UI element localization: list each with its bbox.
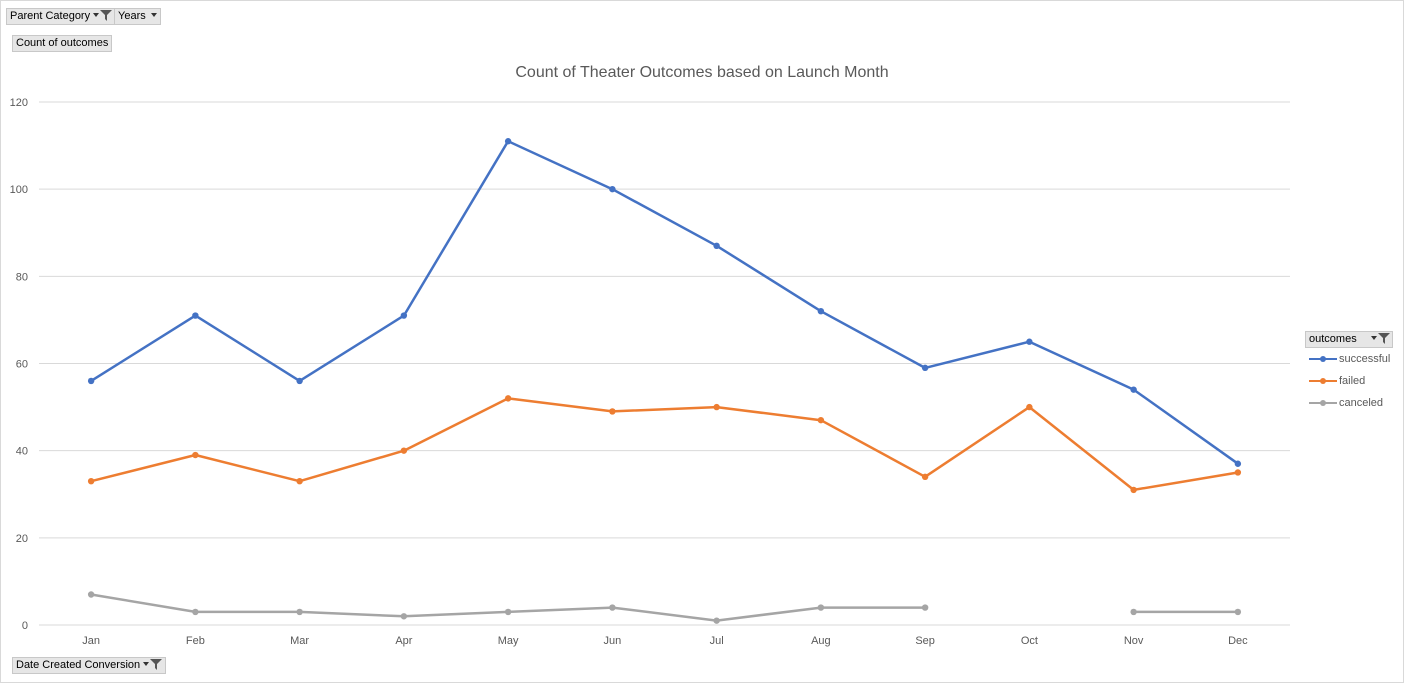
data-point-successful: [87, 377, 95, 385]
data-point-successful: [609, 185, 616, 193]
y-tick-label: 80: [16, 271, 28, 283]
data-point-canceled: [1234, 608, 1242, 616]
data-point-failed: [713, 403, 720, 411]
y-tick-label: 120: [10, 97, 28, 109]
data-point-successful: [921, 364, 929, 372]
data-point-canceled: [296, 608, 303, 616]
x-tick-label: May: [498, 635, 519, 647]
x-tick-label: Sep: [915, 635, 935, 647]
dropdown-arrow-icon: [1371, 336, 1377, 341]
x-tick-label: Jul: [710, 635, 724, 647]
data-point-failed: [1026, 403, 1033, 411]
legend-label-successful: successful: [1339, 353, 1391, 365]
parent-category-label: Parent Category: [10, 10, 91, 22]
data-point-failed: [192, 451, 199, 459]
y-tick-label: 100: [10, 184, 28, 196]
series-line-failed: [89, 397, 1240, 492]
x-tick-label: Dec: [1228, 635, 1248, 647]
y-tick-label: 20: [16, 533, 28, 545]
data-point-canceled: [400, 613, 408, 620]
data-point-canceled: [921, 604, 929, 611]
series-canceled: [87, 591, 1242, 624]
filter-funnel-icon: [150, 658, 163, 670]
data-point-failed: [1234, 469, 1242, 476]
y-tick-label: 40: [16, 446, 28, 458]
data-point-successful: [1234, 460, 1242, 467]
data-point-canceled: [609, 604, 616, 611]
data-point-successful: [296, 377, 303, 385]
data-point-failed: [921, 473, 929, 481]
legend-label-failed: failed: [1339, 375, 1366, 387]
filter-funnel-icon: [100, 9, 113, 21]
data-point-successful: [817, 308, 825, 315]
data-point-canceled: [87, 591, 95, 598]
date-created-conversion-field-button[interactable]: Date Created Conversion: [12, 657, 167, 674]
count-of-outcomes-field-button[interactable]: Count of outcomes: [12, 35, 113, 52]
x-tick-label: Jan: [82, 635, 100, 647]
legend-field-label: outcomes: [1309, 333, 1357, 345]
legend-swatch-failed: [1309, 378, 1337, 384]
series-line-canceled: [89, 593, 927, 622]
data-point-canceled: [817, 604, 825, 611]
x-tick-label: Aug: [811, 635, 831, 647]
data-point-canceled: [504, 608, 512, 616]
years-label: Years: [118, 10, 146, 22]
x-tick-label: Apr: [395, 635, 412, 647]
data-point-failed: [87, 477, 95, 485]
data-point-canceled: [192, 608, 199, 616]
y-tick-label: 0: [22, 620, 28, 632]
legend-label-canceled: canceled: [1339, 397, 1384, 409]
data-point-failed: [296, 477, 303, 485]
series-line-successful: [89, 139, 1240, 465]
outcomes-legend-field-button[interactable]: outcomes: [1305, 331, 1393, 348]
series-successful: [87, 138, 1242, 467]
legend-item-successful: successful: [1305, 348, 1393, 370]
values-field-label: Count of outcomes: [16, 37, 109, 49]
data-point-failed: [504, 395, 512, 402]
dropdown-arrow-icon: [150, 13, 157, 18]
x-tick-label: Jun: [604, 635, 622, 647]
legend-swatch-canceled: [1309, 400, 1337, 406]
y-tick-label: 60: [16, 359, 28, 371]
chart-legend: outcomes successful failed canceled: [1305, 331, 1393, 414]
x-tick-label: Feb: [186, 635, 205, 647]
data-point-successful: [1130, 386, 1137, 393]
x-tick-label: Nov: [1124, 635, 1144, 647]
data-point-successful: [713, 242, 720, 250]
data-point-failed: [400, 447, 408, 454]
data-point-failed: [1130, 486, 1137, 494]
x-tick-label: Mar: [290, 635, 309, 647]
data-point-successful: [400, 312, 408, 319]
chart-title: Count of Theater Outcomes based on Launc…: [515, 64, 889, 81]
years-filter-button[interactable]: Years: [114, 8, 161, 25]
data-point-failed: [817, 416, 825, 424]
data-point-successful: [192, 312, 199, 319]
dropdown-arrow-icon: [143, 662, 150, 667]
legend-swatch-successful: [1309, 356, 1337, 362]
x-tick-label: Oct: [1021, 635, 1038, 647]
series-failed: [87, 395, 1242, 494]
filter-funnel-icon: [1378, 332, 1390, 344]
data-point-canceled: [713, 617, 720, 624]
data-point-successful: [504, 138, 512, 145]
dropdown-arrow-icon: [93, 13, 100, 18]
parent-category-filter-button[interactable]: Parent Category: [6, 8, 117, 25]
legend-item-canceled: canceled: [1305, 392, 1393, 414]
data-point-successful: [1026, 338, 1033, 345]
data-point-failed: [609, 408, 616, 415]
legend-item-failed: failed: [1305, 370, 1393, 392]
data-point-canceled: [1130, 608, 1137, 616]
axis-field-label: Date Created Conversion: [16, 659, 141, 671]
